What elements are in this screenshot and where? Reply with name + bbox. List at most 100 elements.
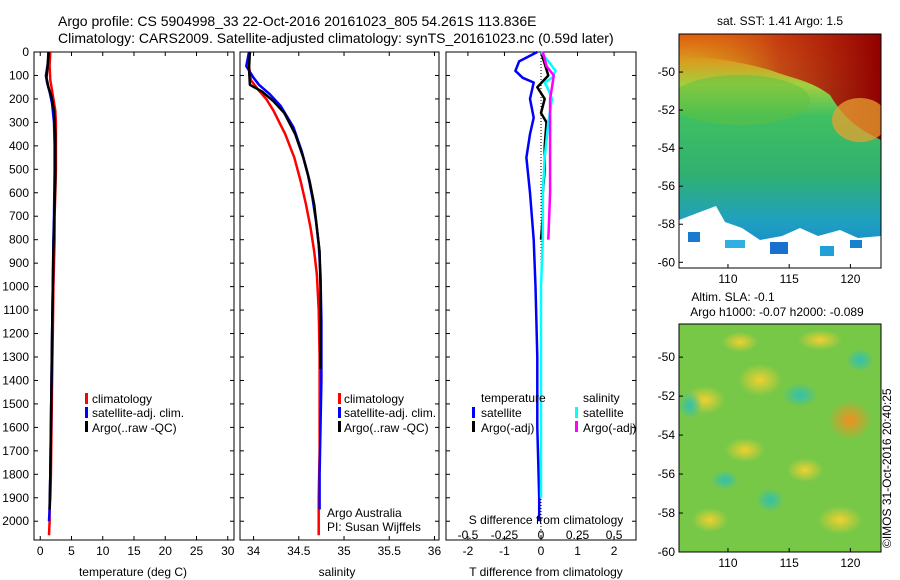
legend-swatch-argo	[338, 421, 341, 432]
map-x-tick-label: 120	[840, 556, 860, 570]
salinity-panel-frame	[239, 51, 440, 541]
legend-label-satellite: satellite-adj. clim.	[92, 406, 184, 420]
altimetry-map-title-line2: Argo h1000: -0.07 h2000: -0.089	[690, 305, 864, 319]
legend-swatch-s-satellite	[575, 407, 578, 418]
x-tick-label: 20	[159, 544, 173, 558]
y-tick-label: 1300	[2, 350, 29, 364]
x-tick-label: 36	[428, 544, 442, 558]
x-tick-label: 34	[247, 544, 261, 558]
y-tick-label: 1200	[2, 327, 29, 341]
map-y-tick-label: -50	[658, 65, 676, 79]
x-tick-label: 25	[190, 544, 204, 558]
map-y-tick-label: -60	[658, 545, 676, 559]
y-tick-label: 900	[9, 256, 29, 270]
legend-swatch-climatology	[85, 393, 88, 404]
legend-label-climatology: climatology	[92, 392, 152, 406]
y-tick-label: 1900	[2, 491, 29, 505]
credit-text: Argo Australia	[327, 506, 402, 520]
series-line-argo-raw-qc-	[45, 51, 57, 510]
legend-swatch-t-argo	[472, 421, 475, 432]
legend-label-s-argo: Argo(-adj)	[583, 421, 636, 435]
s-tick-label: -0.5	[458, 528, 479, 542]
temperature-xlabel: temperature (deg C)	[79, 565, 187, 579]
map-y-tick-label: -58	[658, 217, 676, 231]
y-tick-label: 1500	[2, 397, 29, 411]
x-tick-label: 15	[127, 544, 141, 558]
x-tick-label: 5	[68, 544, 75, 558]
y-tick-label: 1100	[3, 303, 29, 317]
legend-label-climatology: climatology	[344, 392, 404, 406]
series-line-argo-raw-qc-	[247, 51, 322, 369]
y-tick-label: 1400	[2, 373, 29, 387]
salinity-xlabel: salinity	[319, 565, 356, 579]
imos-stamp: ©IMOS 31-Oct-2016 20:40:25	[880, 388, 894, 548]
legend-swatch-argo	[85, 421, 88, 432]
x-tick-label: 35	[337, 544, 351, 558]
legend-title-salinity: salinity	[583, 391, 620, 405]
salinity-legend: climatology satellite-adj. clim. Argo(..…	[338, 392, 436, 435]
legend-swatch-s-argo	[575, 421, 578, 432]
legend-swatch-t-satellite	[472, 407, 475, 418]
altimetry-map-image	[679, 324, 881, 552]
legend-label-argo: Argo(..raw -QC)	[344, 421, 429, 435]
y-tick-label: 600	[9, 186, 29, 200]
series-line-satellite-adj-clim-	[245, 51, 323, 510]
s-tick-label: 0.5	[606, 528, 623, 542]
series-line-argo-adj-	[541, 51, 556, 240]
map-y-tick-label: -60	[658, 255, 676, 269]
sst-map-title: sat. SST: 1.41 Argo: 1.5	[717, 14, 843, 28]
y-tick-label: 2000	[2, 514, 29, 528]
y-tick-label: 500	[9, 162, 29, 176]
map-y-tick-label: -56	[658, 179, 676, 193]
legend-label-argo: Argo(..raw -QC)	[92, 421, 177, 435]
x-tick-label: 34.5	[287, 544, 311, 558]
y-tick-label: 0	[22, 45, 29, 59]
legend-label-satellite: satellite-adj. clim.	[344, 406, 436, 420]
y-tick-label: 1700	[2, 444, 29, 458]
map-x-tick-label: 110	[718, 272, 737, 286]
y-tick-label: 800	[9, 233, 29, 247]
map-y-tick-label: -52	[658, 103, 676, 117]
sst-map-image	[679, 34, 881, 268]
altimetry-map-axes: 110 115 120 -50 -52 -54 -56 -58 -60	[658, 350, 861, 570]
s-tick-label: 0.25	[566, 528, 590, 542]
x-tick-label: 10	[96, 544, 110, 558]
x-tick-label: 30	[221, 544, 235, 558]
map-x-tick-label: 115	[780, 556, 799, 570]
y-tick-label: 1600	[2, 420, 29, 434]
pi-text: PI: Susan Wijffels	[327, 520, 421, 534]
y-tick-label: 300	[9, 115, 29, 129]
legend-swatch-climatology	[338, 393, 341, 404]
x-tick-label: -1	[499, 544, 510, 558]
y-tick-label: 100	[9, 68, 29, 82]
map-y-tick-label: -58	[658, 506, 676, 520]
altimetry-map-title-line1: Altim. SLA: -0.1	[691, 290, 775, 304]
y-tick-label: 400	[9, 139, 29, 153]
legend-label-s-satellite: satellite	[583, 406, 624, 420]
y-tick-label: 200	[9, 92, 29, 106]
series-line-climatology	[247, 52, 321, 536]
figure-title-line1: Argo profile: CS 5904998_33 22-Oct-2016 …	[58, 13, 536, 29]
y-tick-label: 700	[9, 209, 29, 223]
map-y-tick-label: -52	[658, 389, 676, 403]
map-x-tick-label: 110	[718, 556, 737, 570]
map-y-tick-label: -54	[658, 141, 676, 155]
sst-map-frame	[678, 33, 882, 269]
x-tick-label: 2	[611, 544, 618, 558]
legend-swatch-satellite	[85, 407, 88, 418]
sst-map-axes: 110 115 120 -50 -52 -54 -56 -58 -60	[658, 65, 861, 286]
x-tick-label: 0	[538, 544, 545, 558]
map-y-tick-label: -56	[658, 467, 676, 481]
difference-xlabel-top: S difference from climatology	[469, 513, 624, 527]
altimetry-map-frame	[678, 323, 882, 553]
difference-legend: temperature salinity satellite Argo(-adj…	[472, 391, 636, 435]
y-tick-label: 1800	[2, 467, 29, 481]
s-tick-label: -0.25	[491, 528, 519, 542]
temperature-panel-frame	[33, 51, 235, 541]
legend-label-t-argo: Argo(-adj)	[481, 421, 534, 435]
map-y-tick-label: -50	[658, 350, 676, 364]
salinity-axes: 34 34.5 35 35.5 36	[240, 51, 442, 558]
legend-swatch-satellite	[338, 407, 341, 418]
